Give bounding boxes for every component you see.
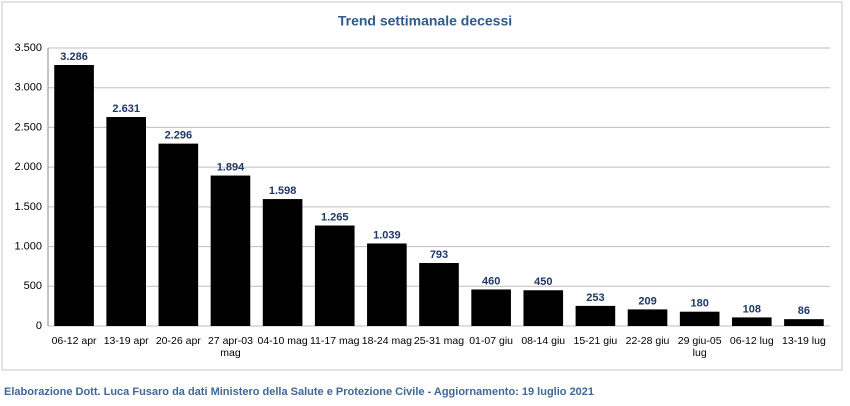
y-tick-label: 2.000 — [14, 161, 42, 173]
x-tick-label: 13-19 apr — [103, 335, 149, 347]
value-label: 1.039 — [373, 229, 401, 241]
x-tick-label: 08-14 giu — [521, 335, 566, 347]
y-tick-label: 0 — [36, 320, 42, 332]
bar — [523, 290, 564, 326]
x-tick-label: 29 giu-05 lug — [677, 335, 722, 359]
value-label: 460 — [482, 275, 500, 287]
value-label: 2.296 — [165, 130, 193, 142]
value-label: 793 — [430, 249, 448, 261]
value-label: 450 — [534, 276, 552, 288]
x-tick-label: 01-07 giu — [469, 335, 514, 347]
bar — [575, 305, 616, 326]
bar — [731, 317, 772, 326]
x-tick-label: 11-17 mag — [310, 335, 360, 347]
x-tick-label: 13-19 lug — [782, 335, 826, 347]
value-label: 1.598 — [269, 185, 297, 197]
y-tick-label: 500 — [24, 280, 42, 292]
value-label: 108 — [743, 303, 761, 315]
y-tick-label: 3.500 — [14, 42, 42, 54]
bar — [679, 311, 720, 326]
source-note: Elaborazione Dott. Luca Fusaro da dati M… — [4, 386, 595, 398]
value-label: 209 — [638, 295, 656, 307]
bar — [367, 243, 407, 326]
bar — [158, 143, 199, 326]
bar — [262, 199, 303, 326]
bar — [210, 175, 251, 326]
x-tick-label: 20-26 apr — [155, 335, 201, 347]
x-tick-label: 25-31 mag — [413, 335, 465, 347]
bar — [784, 319, 824, 326]
x-tick-label: 06-12 apr — [51, 335, 97, 347]
bar — [106, 117, 147, 326]
value-label: 180 — [690, 298, 708, 310]
x-tick-label: 06-12 lug — [729, 335, 774, 347]
y-tick-label: 1.500 — [14, 201, 42, 213]
value-label: 1.265 — [321, 211, 349, 223]
x-tick-label: 22-28 giu — [625, 335, 670, 347]
chart-title: Trend settimanale decessi — [338, 13, 512, 29]
bar — [419, 263, 459, 326]
x-tick-label: 15-21 giu — [573, 335, 618, 347]
y-tick-label: 2.500 — [14, 121, 42, 133]
x-tick-label: 18-24 mag — [361, 335, 412, 347]
value-label: 253 — [586, 292, 604, 304]
x-tick-label: 27 apr-03 mag — [207, 335, 253, 359]
bar — [54, 64, 94, 326]
bar — [314, 225, 355, 326]
y-tick-label: 3.000 — [14, 82, 42, 94]
y-tick-label: 1.000 — [14, 240, 42, 252]
value-label: 2.631 — [112, 103, 140, 115]
value-label: 86 — [798, 305, 810, 317]
value-label: 1.894 — [217, 161, 245, 173]
x-tick-label: 04-10 mag — [257, 335, 308, 347]
bar — [471, 289, 511, 326]
bar — [627, 309, 668, 326]
value-label: 3.286 — [60, 51, 88, 63]
